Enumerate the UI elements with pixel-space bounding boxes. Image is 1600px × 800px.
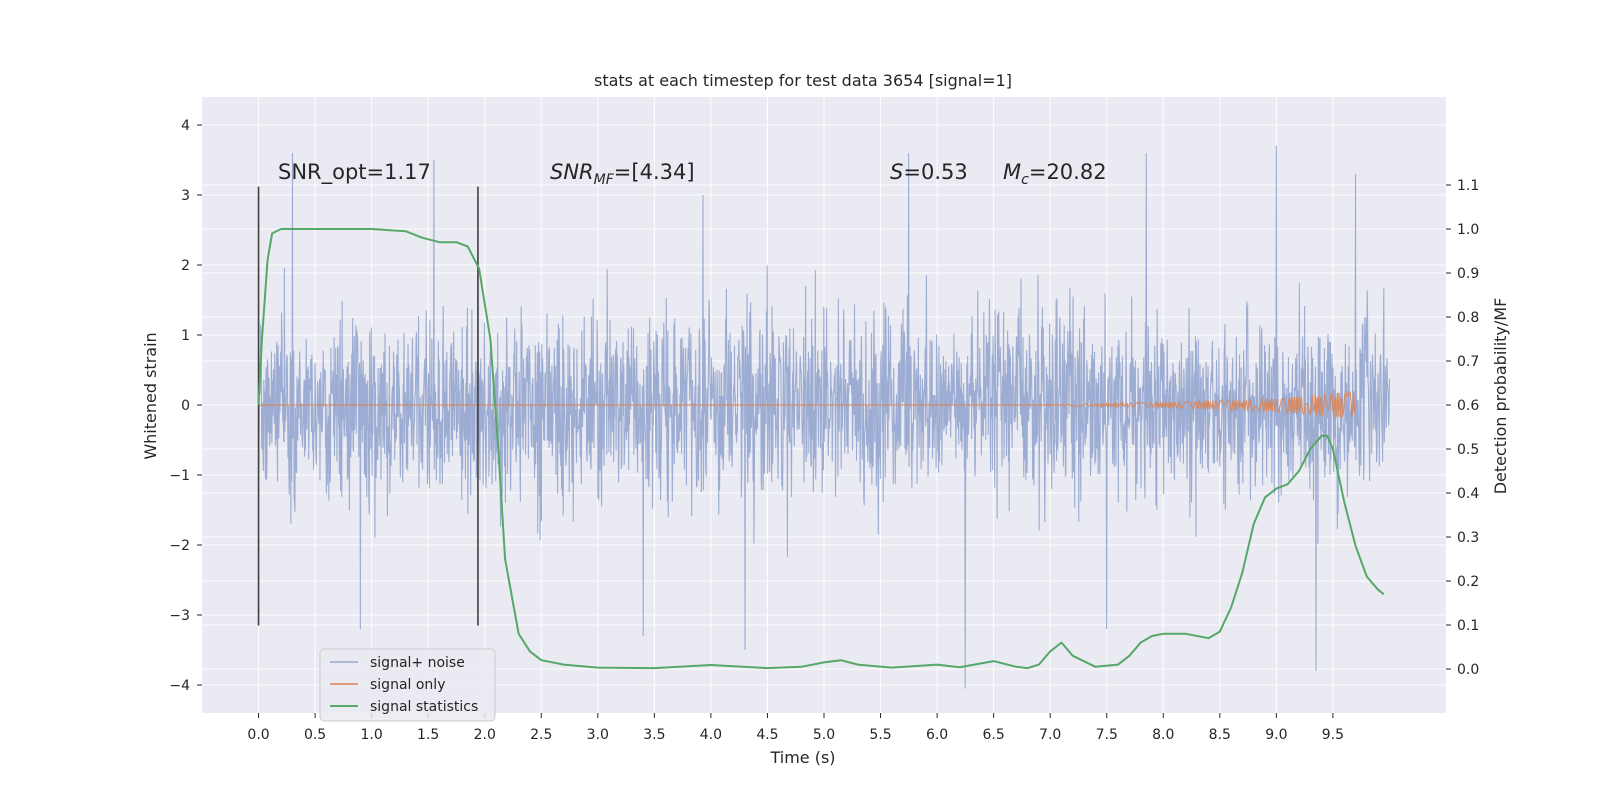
y-right-tick-label: 0.8	[1457, 310, 1479, 326]
x-tick-label: 5.0	[813, 727, 835, 743]
y-right-axis-label: Detection probability/MF	[1491, 298, 1510, 495]
annotation-0: SNR_opt=1.17	[278, 160, 431, 185]
y-tick-label: 1	[181, 328, 190, 344]
x-tick-label: 5.5	[869, 727, 891, 743]
axes: 0.0 0.5 1.0 1.5 2.0 2.5 3.0 3.5 4.0 4.5 5.0 5.5 6.0 6…	[169, 118, 1479, 743]
y-tick-label: 3	[181, 188, 190, 204]
y-right-tick-label: 0.3	[1457, 530, 1479, 546]
annotation-2: S=0.53	[890, 160, 968, 184]
x-tick-label: 6.0	[926, 727, 948, 743]
legend: signal+ noise signal only signal statistic…	[319, 648, 496, 722]
x-tick-label: 0.5	[304, 727, 326, 743]
y-right-tick-label: 0.0	[1457, 662, 1479, 678]
x-tick-label: 8.5	[1209, 727, 1231, 743]
y-right-tick-label: 0.5	[1457, 442, 1479, 458]
x-tick-label: 7.0	[1039, 727, 1061, 743]
y-tick-label: −1	[169, 468, 190, 484]
vertical-markers	[257, 186, 479, 626]
legend-label: signal only	[370, 677, 445, 693]
x-tick-label: 9.0	[1265, 727, 1287, 743]
y-tick-label: 0	[181, 398, 190, 414]
legend-label: signal statistics	[370, 699, 478, 715]
x-tick-label: 1.0	[361, 727, 383, 743]
x-tick-label: 1.5	[417, 727, 439, 743]
y-right-tick-label: 0.1	[1457, 618, 1479, 634]
y-axis-label: Whitened strain	[141, 332, 160, 459]
x-tick-label: 2.5	[530, 727, 552, 743]
legend-label: signal+ noise	[370, 655, 465, 671]
annotation-1: SNRMF=[4.34]	[550, 160, 695, 188]
x-tick-label: 3.0	[587, 727, 609, 743]
legend-box	[319, 648, 496, 722]
chart-title: stats at each timestep for test data 365…	[594, 71, 1012, 90]
x-tick-label: 4.0	[700, 727, 722, 743]
y-right-tick-label: 1.1	[1457, 178, 1479, 194]
signal-noise-line	[258, 145, 1390, 689]
x-tick-label: 2.0	[474, 727, 496, 743]
y-tick-label: 2	[181, 258, 190, 274]
x-tick-label: 8.0	[1152, 727, 1174, 743]
y-right-tick-label: 0.7	[1457, 354, 1479, 370]
y-right-tick-label: 0.4	[1457, 486, 1479, 502]
y-right-tick-label: 1.0	[1457, 222, 1479, 238]
signal-statistics-series	[257, 228, 1385, 670]
y-tick-label: 4	[181, 118, 190, 134]
x-tick-label: 3.5	[643, 727, 665, 743]
x-tick-label: 9.5	[1322, 727, 1344, 743]
signal-noise-series	[258, 145, 1390, 689]
y-right-tick-label: 0.9	[1457, 266, 1479, 282]
y-tick-label: −2	[169, 538, 190, 554]
y-tick-label: −4	[169, 678, 190, 694]
y-right-tick-label: 0.6	[1457, 398, 1479, 414]
x-tick-label: 7.5	[1096, 727, 1118, 743]
signal-only-series	[258, 389, 1357, 418]
annotation-3: Mc=20.82	[1003, 160, 1107, 188]
x-tick-label: 6.5	[983, 727, 1005, 743]
x-axis-label: Time (s)	[769, 748, 835, 767]
annotations: SNR_opt=1.17 SNRMF=[4.34] S=0.53 Mc=20.82	[278, 160, 1107, 188]
y-tick-label: −3	[169, 608, 190, 624]
y-right-tick-label: 0.2	[1457, 574, 1479, 590]
signal-statistics-line	[257, 228, 1385, 670]
x-tick-label: 0.0	[247, 727, 269, 743]
signal-only-line	[258, 389, 1357, 418]
x-tick-label: 4.5	[756, 727, 778, 743]
